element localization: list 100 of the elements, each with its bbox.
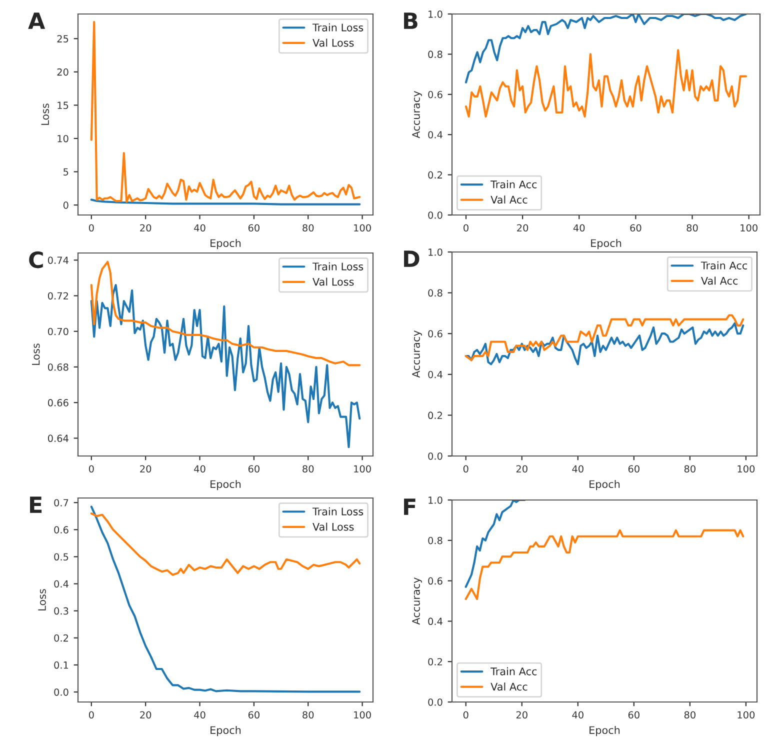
y-tick-label: 0.5: [54, 553, 68, 561]
x-tick-label: 20: [517, 224, 528, 232]
line-series: [464, 314, 744, 362]
x-tick-label: 80: [686, 224, 698, 232]
x-axis-title: Epoch: [210, 238, 241, 250]
x-tick-label: 20: [140, 711, 152, 719]
chart-title: C: [29, 251, 43, 268]
y-tick-label: 0.66: [48, 399, 68, 406]
x-tick-label: 60: [248, 224, 260, 232]
line-series: [464, 500, 526, 588]
x-axis-title: Epoch: [590, 726, 620, 736]
x-tick-label: 40: [572, 465, 584, 473]
y-tick-label: 0.6: [428, 330, 442, 338]
legend-label: Train Acc: [700, 261, 747, 270]
x-tick-label: 60: [628, 711, 640, 719]
y-tick-label: 1.0: [428, 10, 442, 18]
legend-label: Train Loss: [312, 23, 364, 32]
y-tick-label: 0.4: [428, 618, 442, 626]
legend-label: Val Acc: [490, 196, 528, 204]
x-tick-label: 40: [194, 711, 206, 719]
x-tick-label: 0: [463, 465, 468, 473]
chart-title: D: [404, 250, 420, 267]
x-tick-label: 0: [88, 711, 94, 719]
legend-label: Val Acc: [490, 682, 528, 691]
chart-title: B: [404, 12, 418, 29]
x-tick-label: 60: [248, 711, 260, 719]
y-tick-label: 25: [57, 35, 68, 42]
x-tick-label: 100: [740, 224, 758, 232]
x-tick-label: 100: [738, 711, 755, 719]
x-tick-label: 80: [302, 465, 314, 473]
y-tick-label: 0.6: [54, 526, 68, 534]
line-series: [464, 14, 748, 84]
y-axis-title: Accuracy: [412, 330, 422, 378]
line-series: [464, 529, 744, 600]
y-tick-label: 0.68: [48, 363, 68, 371]
legend-label: Train Loss: [312, 262, 364, 270]
x-tick-label: 40: [194, 224, 206, 232]
y-tick-label: 0.2: [54, 634, 68, 642]
x-tick-label: 100: [354, 224, 371, 232]
y-tick-label: 0.72: [48, 292, 68, 300]
y-tick-label: 0.6: [428, 90, 442, 98]
y-tick-label: 10: [58, 134, 68, 142]
x-tick-label: 80: [302, 224, 314, 232]
line-series: [464, 322, 744, 366]
line-series: [464, 49, 748, 118]
y-tick-label: 0.8: [428, 50, 442, 58]
x-tick-label: 40: [572, 711, 584, 719]
legend-label: Train Acc: [490, 667, 537, 676]
x-tick-label: 20: [140, 224, 152, 232]
line-series: [90, 284, 361, 448]
y-axis-title: Loss: [41, 104, 50, 125]
y-tick-label: 0.74: [48, 256, 68, 264]
y-tick-label: 5: [64, 168, 68, 176]
x-axis-title: Epoch: [210, 480, 241, 490]
y-tick-label: 1.0: [428, 496, 442, 504]
y-tick-label: 0: [63, 201, 68, 209]
y-tick-label: 0.6: [428, 577, 442, 585]
legend-label: Val Loss: [312, 38, 354, 47]
legend-label: Val Loss: [312, 522, 354, 531]
x-tick-label: 60: [628, 465, 640, 473]
y-axis-title: Accuracy: [412, 578, 422, 625]
y-tick-label: 0.4: [54, 580, 68, 588]
chart-title: F: [404, 498, 416, 515]
x-tick-label: 40: [573, 224, 585, 232]
y-tick-label: 0.1: [54, 661, 68, 669]
legend-label: Train Loss: [312, 507, 364, 516]
x-tick-label: 20: [516, 711, 528, 719]
y-tick-label: 0.7: [54, 499, 68, 506]
x-tick-label: 20: [140, 465, 152, 473]
x-tick-label: 0: [464, 224, 468, 232]
x-tick-label: 80: [684, 465, 696, 473]
y-tick-label: 0.8: [428, 289, 442, 297]
x-tick-label: 20: [516, 465, 528, 473]
y-tick-label: 0.8: [428, 536, 442, 544]
y-tick-label: 1.0: [428, 248, 442, 256]
y-tick-label: 0.0: [54, 688, 68, 696]
y-tick-label: 0.0: [428, 452, 442, 460]
x-tick-label: 60: [630, 224, 642, 232]
x-tick-label: 60: [248, 465, 260, 473]
y-axis-title: Loss: [38, 589, 46, 610]
y-tick-label: 0.70: [48, 328, 68, 336]
y-tick-label: 15: [58, 102, 68, 110]
y-tick-label: 0.4: [428, 370, 442, 378]
y-tick-label: 0.2: [428, 171, 442, 179]
x-tick-label: 80: [302, 711, 314, 719]
x-axis-title: Epoch: [590, 480, 620, 490]
x-tick-label: 100: [738, 465, 755, 473]
x-tick-label: 0: [88, 465, 94, 473]
y-tick-label: 0.2: [428, 412, 442, 420]
y-tick-label: 20: [57, 68, 68, 76]
y-axis-title: Accuracy: [412, 91, 422, 138]
legend-label: Val Loss: [312, 278, 354, 286]
y-axis-title: Loss: [32, 344, 40, 365]
x-tick-label: 40: [194, 465, 206, 473]
x-tick-label: 100: [354, 711, 371, 719]
y-tick-label: 0.3: [54, 607, 68, 615]
y-tick-label: 0.2: [428, 658, 442, 666]
x-axis-title: Epoch: [591, 238, 622, 250]
x-tick-label: 0: [463, 711, 468, 719]
legend-label: Train Acc: [490, 180, 537, 188]
